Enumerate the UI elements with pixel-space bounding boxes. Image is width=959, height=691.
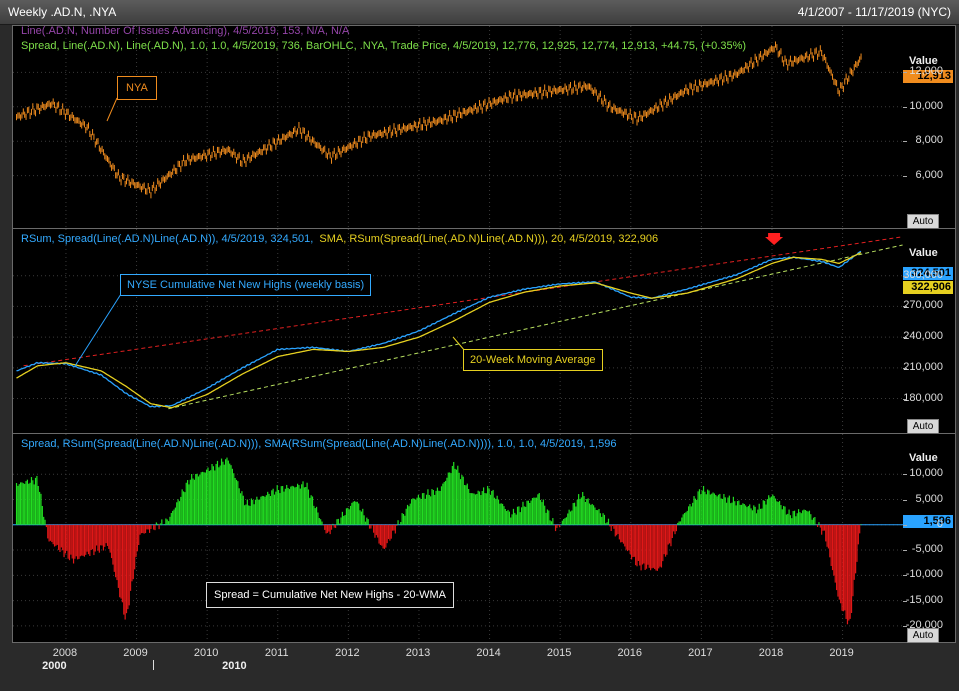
spread-tick-mark xyxy=(903,625,907,627)
year-tick-label: 2013 xyxy=(405,647,431,659)
panel1-value-label: Value xyxy=(909,55,938,67)
spread-tick-mark xyxy=(903,499,907,501)
panel2-value-label: Value xyxy=(909,247,938,259)
year-tick-label: 2015 xyxy=(546,647,572,659)
nya-tick-mark xyxy=(903,141,907,143)
spread-tick-mark xyxy=(903,575,907,577)
spread-histogram-panel[interactable]: Spread, RSum(Spread(Line(.AD.N)Line(.AD.… xyxy=(12,433,905,643)
nya-current-value: 12,913 xyxy=(903,70,953,83)
year-tick-label: 2018 xyxy=(758,647,784,659)
panel2-legend-rsum: RSum, Spread(Line(.AD.N)Line(.AD.N)), 4/… xyxy=(21,233,314,245)
moving-average-callout: 20-Week Moving Average xyxy=(463,349,603,371)
cumulative-callout: NYSE Cumulative Net New Highs (weekly ba… xyxy=(120,274,372,296)
cumulative-tick-label: 270,000 xyxy=(903,299,943,312)
date-range[interactable]: 4/1/2007 - 11/17/2019 (NYC) xyxy=(797,5,951,19)
window-title-bar: Weekly .AD.N, .NYA 4/1/2007 - 11/17/2019… xyxy=(0,0,959,25)
cumulative-current-value: 324,501 xyxy=(903,267,953,280)
cumulative-tick-label: 240,000 xyxy=(903,330,943,343)
spread-tick-label: -15,000 xyxy=(905,593,943,606)
nya-chart-svg xyxy=(13,26,904,228)
cumulative-line xyxy=(16,250,862,408)
panel3-value-label: Value xyxy=(909,452,938,464)
spread-tick-label: -10,000 xyxy=(905,568,943,581)
cumulative-tick-mark xyxy=(903,398,907,400)
time-axis[interactable]: 2008 2009 2010 2011 2012 2013 2014 2015 2016 2017… xyxy=(12,641,903,689)
panel3-value-axis[interactable]: Value 1,596 Auto 10,000 5,000 0 -5,000 -10,0… xyxy=(903,433,956,643)
nya-tick-mark xyxy=(903,175,907,177)
panel1-value-axis[interactable]: Value 12,913 Auto 12,000 10,000 8,000 6,000 xyxy=(903,25,956,229)
decade-divider xyxy=(153,660,155,670)
cumulative-callout-leader xyxy=(74,293,122,367)
nya-price-panel[interactable]: Line(.AD.N, Number Of Issues Advancing),… xyxy=(12,25,905,229)
cumulative-tick-mark xyxy=(903,367,907,369)
cumulative-tick-mark xyxy=(903,337,907,339)
decade-tick-label: 2010 xyxy=(222,660,247,672)
cumulative-tick-mark xyxy=(903,306,907,308)
spread-chart-svg xyxy=(13,434,904,642)
year-tick-label: 2010 xyxy=(193,647,219,659)
year-tick-label: 2019 xyxy=(829,647,854,659)
spread-current-value: 1,596 xyxy=(903,515,953,528)
spread-tick-label: -20,000 xyxy=(905,618,943,631)
panel1-legend: Spread, Line(.AD.N), Line(.AD.N), 1.0, 1… xyxy=(21,40,747,52)
panel2-legend: RSum, Spread(Line(.AD.N)Line(.AD.N)), 4/… xyxy=(21,233,658,245)
panel3-auto-button[interactable]: Auto xyxy=(907,628,939,643)
cumulative-net-new-highs-panel[interactable]: RSum, Spread(Line(.AD.N)Line(.AD.N)), 4/… xyxy=(12,228,905,434)
spread-tick-label: 5,000 xyxy=(915,492,943,505)
spread-tick-label: 10,000 xyxy=(909,467,943,480)
nya-callout-leader xyxy=(106,97,118,122)
year-tick-label: 2012 xyxy=(335,647,360,659)
decade-tick-label: 2000 xyxy=(42,660,67,672)
cumulative-tick-mark xyxy=(903,275,907,277)
sma-current-value: 322,906 xyxy=(903,281,953,294)
nya-ohlc-bars xyxy=(16,41,862,199)
year-tick-label: 2009 xyxy=(123,647,148,659)
year-tick-label: 2014 xyxy=(476,647,501,659)
peak-arrow-icon xyxy=(765,233,784,245)
year-tick-label: 2017 xyxy=(688,647,713,659)
spread-tick-mark xyxy=(903,474,907,476)
panel2-value-axis[interactable]: Value 324,501 322,906 Auto 300,000 270,00… xyxy=(903,228,956,434)
year-tick-label: 2016 xyxy=(617,647,643,659)
nya-tick-mark xyxy=(903,106,907,108)
panel1-auto-button[interactable]: Auto xyxy=(907,214,939,229)
panel2-legend-sma: SMA, RSum(Spread(Line(.AD.N)Line(.AD.N))… xyxy=(319,233,659,245)
panel3-legend: Spread, RSum(Spread(Line(.AD.N)Line(.AD.… xyxy=(21,438,617,450)
nya-tick-mark xyxy=(903,72,907,74)
year-tick-label: 2008 xyxy=(52,647,78,659)
cumulative-tick-label: 180,000 xyxy=(903,391,943,404)
spread-tick-mark xyxy=(903,550,907,552)
spread-tick-mark xyxy=(903,600,907,602)
spread-tick-mark xyxy=(903,524,907,526)
spread-bars xyxy=(15,457,862,625)
year-tick-label: 2011 xyxy=(264,647,289,659)
spread-tick-label: -5,000 xyxy=(911,543,943,556)
nya-tick-label: 8,000 xyxy=(915,134,943,147)
sma-line xyxy=(16,252,862,409)
window-title: Weekly .AD.N, .NYA xyxy=(8,5,117,19)
resistance-trendline xyxy=(23,236,903,367)
cumulative-tick-label: 210,000 xyxy=(903,360,943,373)
nya-tick-label: 6,000 xyxy=(915,168,943,181)
nya-callout: NYA xyxy=(117,76,157,100)
nya-tick-label: 10,000 xyxy=(909,99,943,112)
panel2-auto-button[interactable]: Auto xyxy=(907,419,939,434)
cumulative-chart-svg xyxy=(13,229,904,433)
nya-tick-label: 12,000 xyxy=(909,65,943,78)
spread-callout: Spread = Cumulative Net New Highs - 20-W… xyxy=(206,582,454,608)
ma-callout-leader xyxy=(452,336,466,352)
panel1-legend-top: Line(.AD.N, Number Of Issues Advancing),… xyxy=(21,25,350,37)
cumulative-tick-label: 300,000 xyxy=(903,268,943,281)
support-trendline xyxy=(168,244,903,410)
spread-tick-label: 0 xyxy=(936,517,943,530)
